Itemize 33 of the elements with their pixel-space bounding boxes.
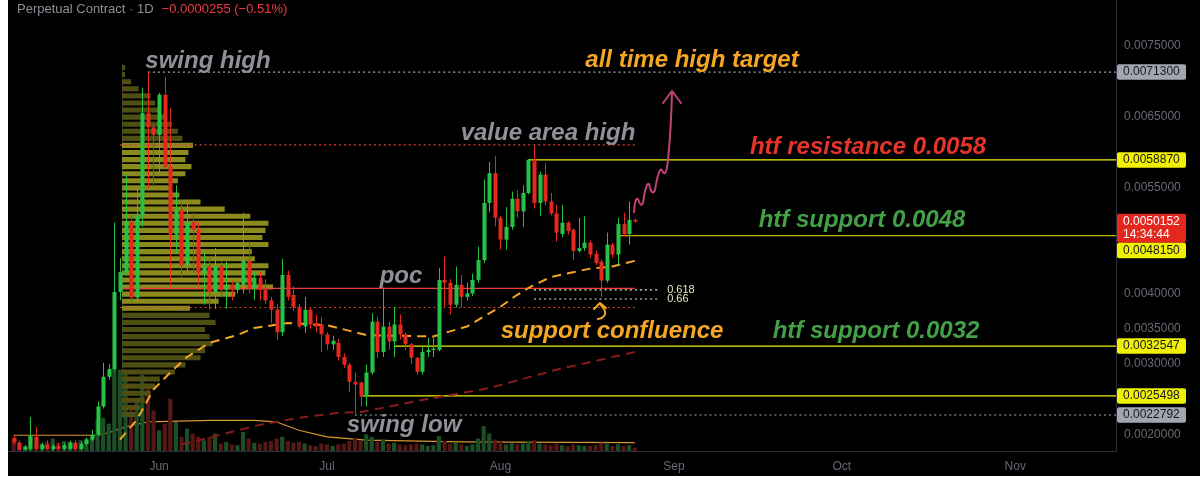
x-tick-label: Jul xyxy=(319,458,335,473)
data-label: 0.0048150 xyxy=(1123,242,1181,257)
annotation: support confluence xyxy=(500,315,724,343)
y-tick-label: 0.0055000 xyxy=(1124,179,1182,194)
annotation: htf support 0.0048 xyxy=(758,204,966,232)
y-tick-label: 0.0035000 xyxy=(1124,321,1182,336)
annotation: all time high target xyxy=(585,44,800,72)
y-tick-label: 0.0020000 xyxy=(1124,427,1182,442)
y-tick-label: 0.0075000 xyxy=(1124,38,1182,53)
x-tick-label: Nov xyxy=(1004,458,1026,473)
annotation: swing high xyxy=(145,45,271,73)
annotation: swing low xyxy=(346,409,463,437)
annotation: htf resistance 0.0058 xyxy=(749,131,987,159)
y-tick-label: 0.0040000 xyxy=(1124,285,1182,300)
annotation: htf support 0.0032 xyxy=(772,315,980,343)
x-tick-label: Aug xyxy=(489,458,512,473)
annotation: value area high xyxy=(460,117,636,145)
data-label: 0.0022792 xyxy=(1123,407,1181,422)
data-label: 0.0025498 xyxy=(1123,388,1181,403)
data-label: 0.0071300 xyxy=(1123,64,1181,79)
data-label: 0.0058870 xyxy=(1123,152,1181,167)
chart-title: Perpetual Contract · 1D xyxy=(17,0,154,16)
x-tick-label: Sep xyxy=(663,458,685,473)
annotation: poc xyxy=(378,260,423,288)
data-label: 0.0032547 xyxy=(1123,338,1181,353)
chart-subtitle: −0.0000255 (−0.51%) xyxy=(161,0,288,16)
y-tick-label: 0.0065000 xyxy=(1124,108,1182,123)
series-label: 0.618 xyxy=(667,282,695,295)
x-tick-label: Jun xyxy=(149,458,169,473)
series-label: 0.66 xyxy=(667,292,689,305)
text: 0.0050152 14:34:44 xyxy=(1123,213,1180,242)
y-tick-label: 0.0030000 xyxy=(1124,356,1182,371)
x-tick-label: Oct xyxy=(832,458,852,473)
